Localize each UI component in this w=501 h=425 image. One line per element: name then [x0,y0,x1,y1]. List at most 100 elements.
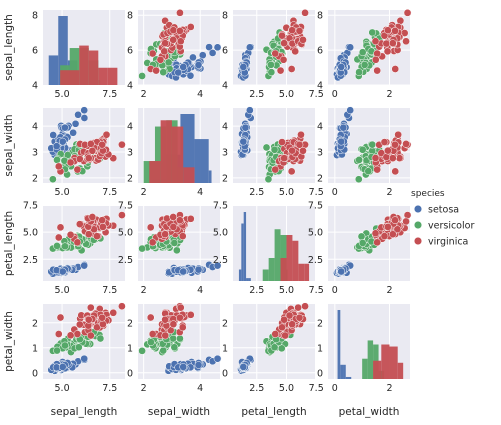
legend-label-versicolor: versicolor [428,221,474,232]
point-virginica [276,66,285,75]
hist-bar-versicolor [367,340,374,379]
y-axis-label: petal_width [3,311,15,372]
point-versicolor [267,61,275,69]
point-versicolor [170,239,179,247]
point-versicolor [358,48,367,57]
y-tick-label: 5.0 [308,228,323,239]
point-virginica [294,303,302,312]
point-versicolor [63,151,72,159]
point-setosa [213,354,222,363]
point-virginica [291,47,300,56]
point-virginica [66,331,75,340]
panel-sepal_width-vs-petal_length: 2.5 5.0 7.5 2 3 4 [222,106,324,198]
point-setosa [58,267,67,276]
point-virginica [161,315,169,324]
y-tick-label: 2 [222,173,228,184]
x-tick-label: 2 [386,89,392,100]
point-virginica [373,238,382,247]
x-tick-label: 5.0 [55,383,70,394]
y-tick-label: 4 [317,122,323,133]
point-virginica [75,220,84,228]
point-virginica [98,313,106,322]
point-versicolor [61,341,69,350]
y-tick-label: 6 [222,46,228,57]
x-tick-label: 2.5 [249,383,264,394]
point-virginica [66,230,75,239]
point-setosa [179,63,188,71]
x-axis-label: petal_length [241,406,306,418]
point-virginica [402,217,410,226]
y-tick-label: 5.0 [213,228,228,239]
y-tick-label: 2 [127,173,133,184]
point-virginica [371,55,380,64]
point-versicolor [164,58,173,67]
hist-bar-versicolor [274,229,281,281]
hist-bar-virginica [107,67,118,85]
y-tick-label: 0 [317,368,323,379]
point-virginica [295,140,304,149]
point-versicolor [159,68,168,77]
hist-bar-virginica [381,344,390,379]
point-setosa [49,131,58,139]
point-virginica [169,320,178,329]
point-virginica [373,49,382,58]
y-tick-label: 0 [127,368,133,379]
hist-bar-virginica [183,167,195,183]
point-virginica [156,55,165,64]
point-virginica [391,216,399,225]
point-virginica [281,331,290,340]
point-virginica [84,315,93,324]
y-tick-label: 2.5 [213,255,228,266]
x-tick-label: 5.0 [55,89,70,100]
x-tick-label: 2 [141,89,147,100]
point-virginica [86,331,95,340]
y-tick-label: 4 [222,81,228,92]
point-virginica [169,213,178,221]
panel-sepal_length-vs-petal_width: 0 2 4 6 8 [317,8,412,100]
x-tick-label: 7.5 [102,383,117,394]
hist-bar-versicolor [69,48,80,85]
point-virginica [403,211,412,219]
point-virginica [271,330,280,338]
panel-petal_length-vs-sepal_width: 2 4 2.5 5.0 7.5 [118,200,222,296]
x-tick-label: 5.0 [55,285,70,296]
point-virginica [380,31,389,40]
point-virginica [402,37,410,46]
point-virginica [382,153,391,161]
point-setosa [58,363,67,371]
point-virginica [163,214,171,223]
x-tick-label: 5.0 [279,89,294,100]
point-versicolor [169,334,177,343]
point-setosa [174,68,183,77]
point-virginica [118,302,126,311]
hist-bar-virginica [171,126,184,183]
point-virginica [388,39,397,48]
point-versicolor [355,68,363,77]
point-virginica [287,65,296,73]
point-virginica [285,311,294,320]
point-setosa [179,267,188,276]
y-tick-label: 8 [127,11,133,22]
y-tick-label: 4 [222,122,228,133]
y-tick-label: 2 [32,318,38,329]
hist-bar-setosa [194,139,209,183]
point-virginica [178,232,187,241]
hist-bar-virginica [88,50,99,85]
point-versicolor [267,68,276,77]
point-virginica [288,26,296,35]
y-tick-label: 7.5 [308,200,323,211]
point-versicolor [147,338,155,347]
x-tick-label: 5.0 [279,285,294,296]
point-virginica [176,313,184,322]
hist-bar-setosa [208,170,212,183]
point-virginica [382,39,391,48]
point-versicolor [358,145,367,154]
x-tick-label: 7.5 [102,89,117,100]
y-tick-label: 0 [222,368,228,379]
point-virginica [86,140,95,148]
x-tick-label: 2.5 [249,285,264,296]
point-virginica [295,27,304,35]
point-virginica [118,211,126,219]
point-virginica [288,146,296,155]
